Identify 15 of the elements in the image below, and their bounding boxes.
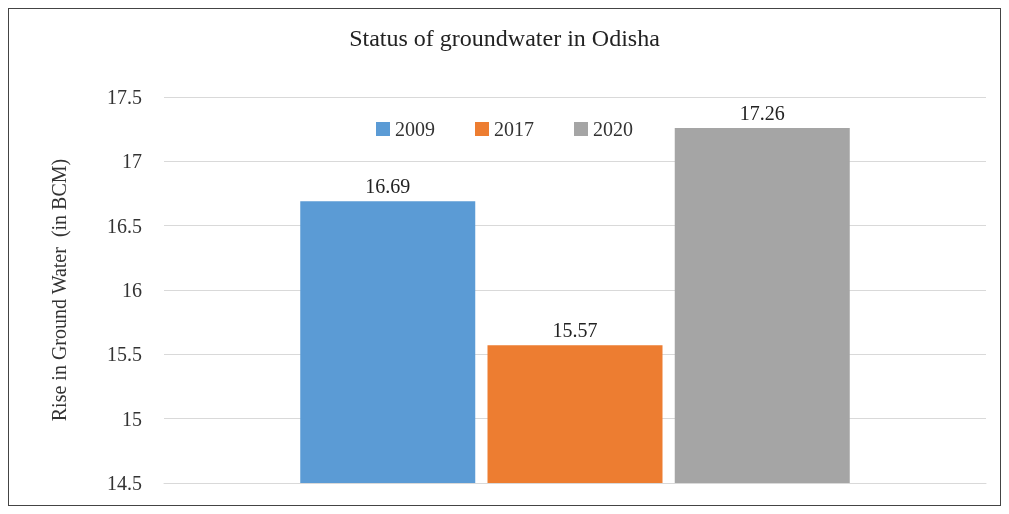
data-label: 16.69 [365, 175, 411, 198]
legend-label: 2020 [593, 118, 633, 140]
y-tick-label: 17.5 [107, 86, 142, 108]
y-tick-label: 15 [122, 407, 142, 430]
chart-title: Status of groundwater in Odisha [349, 25, 661, 51]
data-label: 17.26 [739, 101, 785, 124]
y-tick-label: 17 [122, 150, 142, 173]
y-tick-label: 14.5 [107, 472, 142, 494]
y-tick-label: 16.5 [107, 214, 142, 237]
legend-label: 2017 [494, 118, 534, 140]
y-tick-label: 16 [122, 279, 142, 301]
y-tick-label: 15.5 [107, 343, 142, 366]
y-axis-title: Rise in Ground Water (in BCM) [48, 158, 71, 422]
legend-label: 2009 [395, 118, 435, 140]
data-label: 15.57 [552, 319, 598, 342]
